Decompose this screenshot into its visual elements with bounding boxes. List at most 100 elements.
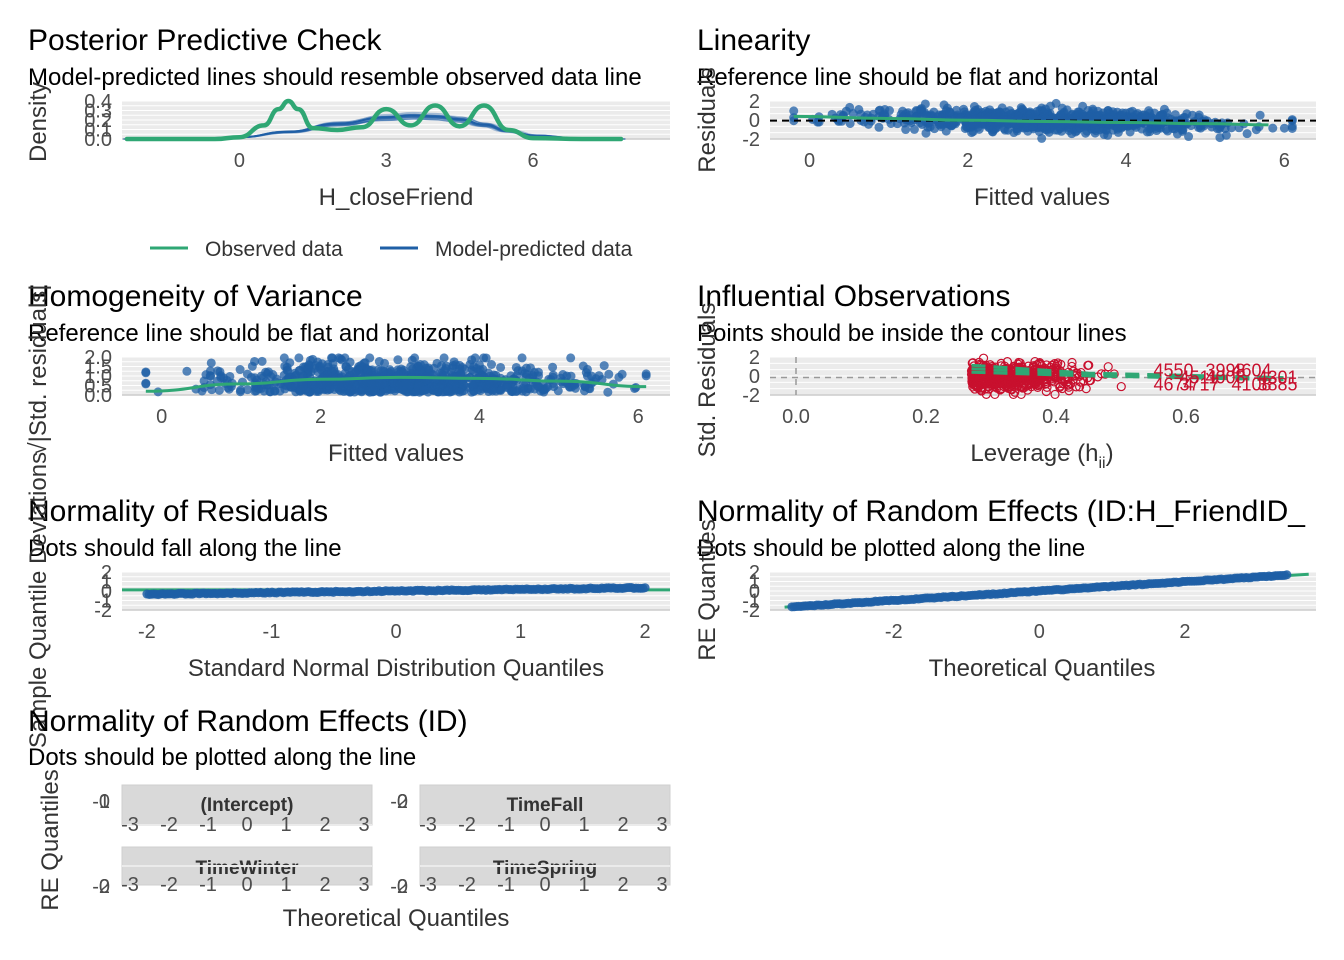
lin-point (909, 124, 919, 134)
lin-point (916, 103, 926, 113)
nre2-xtick-label: -1 (199, 814, 217, 836)
nre2-xtick-label: 2 (319, 814, 330, 836)
facet-timewinter-ytick-top: 0 (99, 876, 110, 898)
facet-intercept-ytick-bot: -1 (92, 791, 110, 813)
inf-point (1004, 374, 1014, 384)
ppc-x-label: H_closeFriend (319, 184, 474, 211)
inf-point (976, 383, 986, 393)
lin-panel: Linearity Reference line should be flat … (694, 24, 1316, 211)
inf-point (1027, 371, 1038, 381)
facet-timespring: TimeSpring 0 -2 (390, 846, 671, 898)
lin-point (1018, 105, 1028, 115)
inf-point-label: 4511 (1180, 367, 1219, 387)
nre2-xtick-label: -2 (458, 814, 476, 836)
hom-point (270, 386, 280, 396)
lin-point (1268, 123, 1278, 133)
facet-timefall: TimeFall 0 -2 (390, 784, 671, 826)
hom-point (399, 368, 409, 378)
lin-subtitle: Reference line should be flat and horizo… (697, 64, 1159, 91)
inf-ytick-label: 0 (749, 366, 760, 388)
lin-y-label: Residuals (694, 67, 721, 172)
hom-point (581, 368, 591, 378)
hom-ytick-label: 0.5 (84, 376, 112, 398)
nre2-xtick-label: 2 (617, 874, 628, 896)
facet-timefall-ytick-top: 0 (397, 791, 408, 813)
inf-point (1056, 359, 1066, 369)
facet-timewinter: TimeWinter 0 -2 (92, 846, 373, 898)
facet-timefall-strip (419, 784, 671, 826)
lin-point (988, 125, 998, 135)
inf-point (1067, 357, 1077, 368)
hom-point (566, 371, 576, 381)
lin-y-ticks: -202 (742, 91, 760, 151)
hom-point (401, 378, 411, 388)
lin-point (1028, 122, 1038, 132)
hom-point (242, 385, 252, 395)
lin-point (1214, 124, 1224, 134)
hom-point (558, 370, 568, 380)
facet-timespring-ytick-top: 0 (397, 876, 408, 898)
lin-point (1055, 110, 1065, 120)
hom-ytick-label: 0.0 (84, 385, 112, 407)
inf-point (967, 377, 977, 388)
hom-point (214, 385, 224, 395)
hom-point (543, 382, 553, 392)
hom-point (224, 384, 234, 394)
inf-point-label: 4301 (1258, 367, 1298, 387)
hom-point (236, 385, 246, 395)
ppc-xtick-label: 6 (527, 150, 538, 172)
nre2-xtick-label: -2 (458, 874, 476, 896)
nre2-xtick-label: 3 (656, 814, 667, 836)
nres-subtitle: Dots should fall along the line (28, 535, 342, 562)
lin-point (874, 122, 884, 132)
hom-point (479, 353, 489, 363)
hom-point (141, 378, 151, 388)
nres-points (122, 583, 670, 600)
lin-x-ticks: 0 2 4 6 (804, 150, 1290, 172)
hom-point (411, 387, 421, 397)
inf-point (1064, 380, 1074, 390)
inf-point (1031, 378, 1041, 388)
hom-point (247, 361, 257, 371)
hom-xtick-label: 0 (156, 406, 167, 428)
legend-predicted-label: Model-predicted data (435, 238, 633, 261)
lin-xtick-label: 2 (962, 150, 973, 172)
inf-point (1033, 376, 1043, 386)
hom-point (423, 363, 433, 373)
nres-xtick-label: -1 (263, 621, 281, 643)
facet-timefall-ytick-bot: -2 (390, 791, 408, 813)
hom-point (206, 371, 216, 381)
inf-point (981, 389, 991, 399)
inf-point (1050, 389, 1060, 400)
nres-ytick-label: 1 (101, 572, 112, 594)
hom-points (141, 353, 651, 397)
ppc-ytick-label: 0.4 (84, 91, 112, 113)
hom-point (327, 366, 337, 376)
nre1-x-ticks: -2 0 2 (885, 621, 1191, 643)
lin-point (1037, 133, 1047, 143)
hom-point (433, 387, 443, 397)
hom-point (235, 365, 245, 375)
hom-point (603, 387, 613, 397)
nre2-xtick-label: -1 (497, 814, 515, 836)
hom-x-ticks: 0 2 4 6 (156, 406, 644, 428)
inf-contour-line (971, 363, 1284, 380)
hom-point (443, 385, 453, 395)
inf-point (1052, 360, 1062, 370)
lin-xtick-label: 0 (804, 150, 815, 172)
inf-point-label: 3885 (1258, 374, 1298, 394)
hom-point (465, 359, 475, 369)
hom-point (182, 366, 192, 376)
lin-point (1155, 111, 1165, 121)
nre2-y-label: RE Quantiles (37, 769, 64, 910)
lin-point (1184, 132, 1194, 142)
lin-point (1242, 129, 1252, 139)
hom-point (141, 368, 151, 378)
inf-x-label-main: Leverage (h (970, 440, 1098, 467)
hom-point (459, 380, 469, 390)
lin-ytick-label: -2 (742, 129, 760, 151)
inf-point (974, 373, 984, 384)
